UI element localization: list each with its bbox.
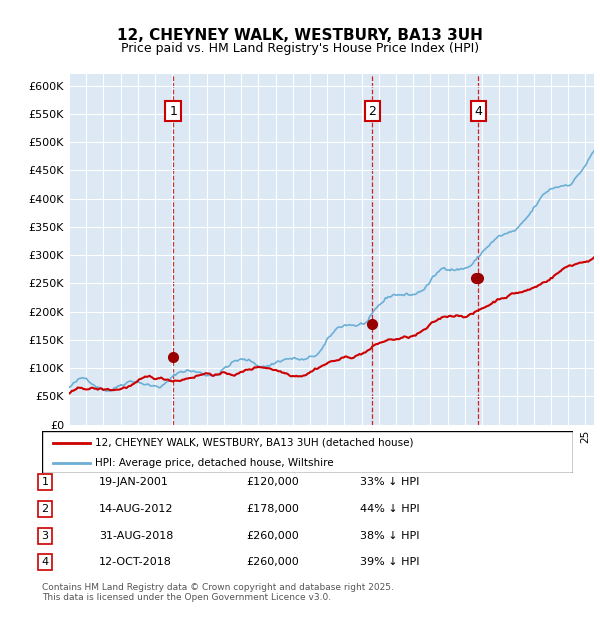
FancyBboxPatch shape	[42, 431, 573, 473]
Text: Contains HM Land Registry data © Crown copyright and database right 2025.: Contains HM Land Registry data © Crown c…	[42, 583, 394, 592]
Text: 1: 1	[41, 477, 49, 487]
Text: 44% ↓ HPI: 44% ↓ HPI	[360, 504, 419, 514]
Text: £178,000: £178,000	[246, 504, 299, 514]
Text: This data is licensed under the Open Government Licence v3.0.: This data is licensed under the Open Gov…	[42, 593, 331, 602]
Text: 19-JAN-2001: 19-JAN-2001	[99, 477, 169, 487]
Text: 38% ↓ HPI: 38% ↓ HPI	[360, 531, 419, 541]
Text: 4: 4	[41, 557, 49, 567]
Text: £260,000: £260,000	[246, 531, 299, 541]
Text: 12, CHEYNEY WALK, WESTBURY, BA13 3UH (detached house): 12, CHEYNEY WALK, WESTBURY, BA13 3UH (de…	[95, 438, 413, 448]
Text: 1: 1	[169, 105, 177, 118]
Text: 33% ↓ HPI: 33% ↓ HPI	[360, 477, 419, 487]
Text: 12, CHEYNEY WALK, WESTBURY, BA13 3UH: 12, CHEYNEY WALK, WESTBURY, BA13 3UH	[117, 29, 483, 43]
Text: 2: 2	[368, 105, 376, 118]
Text: 31-AUG-2018: 31-AUG-2018	[99, 531, 173, 541]
Text: 12-OCT-2018: 12-OCT-2018	[99, 557, 172, 567]
Text: 39% ↓ HPI: 39% ↓ HPI	[360, 557, 419, 567]
Text: 3: 3	[41, 531, 49, 541]
Text: HPI: Average price, detached house, Wiltshire: HPI: Average price, detached house, Wilt…	[95, 458, 334, 467]
Text: 14-AUG-2012: 14-AUG-2012	[99, 504, 173, 514]
Text: Price paid vs. HM Land Registry's House Price Index (HPI): Price paid vs. HM Land Registry's House …	[121, 43, 479, 55]
Text: 2: 2	[41, 504, 49, 514]
Text: £120,000: £120,000	[246, 477, 299, 487]
Text: £260,000: £260,000	[246, 557, 299, 567]
Text: 4: 4	[475, 105, 482, 118]
